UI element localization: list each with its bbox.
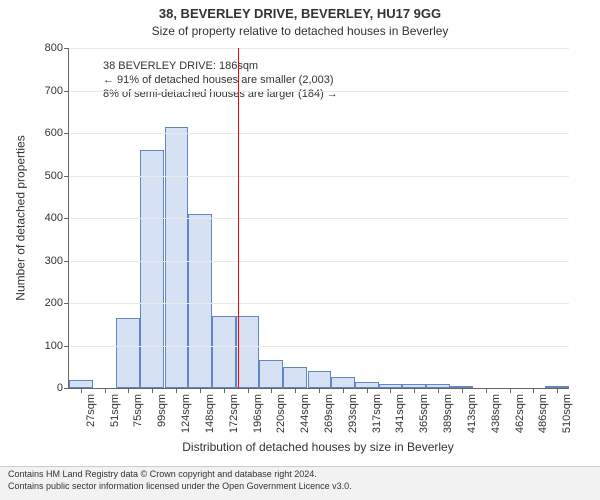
x-tick-label: 365sqm [418, 394, 430, 433]
histogram-bar [259, 360, 283, 388]
x-tick-label: 51sqm [109, 394, 121, 427]
y-tick-label: 0 [57, 382, 63, 394]
x-tick-label: 99sqm [156, 394, 168, 427]
x-axis-title: Distribution of detached houses by size … [68, 440, 568, 454]
annotation-line: 38 BEVERLEY DRIVE: 186sqm [103, 60, 338, 74]
y-tick-label: 300 [45, 255, 63, 267]
x-tick-label: 27sqm [85, 394, 97, 427]
x-tick [486, 388, 487, 393]
y-tick-label: 400 [45, 212, 63, 224]
x-tick-label: 124sqm [180, 394, 192, 433]
x-tick [510, 388, 511, 393]
y-tick [64, 388, 69, 389]
y-tick [64, 346, 69, 347]
x-tick [533, 388, 534, 393]
x-tick [462, 388, 463, 393]
y-tick-label: 100 [45, 340, 63, 352]
y-tick [64, 303, 69, 304]
y-gridline [69, 218, 569, 219]
x-tick [81, 388, 82, 393]
y-tick [64, 176, 69, 177]
x-tick-label: 196sqm [252, 394, 264, 433]
x-tick [271, 388, 272, 393]
x-tick [343, 388, 344, 393]
y-tick [64, 48, 69, 49]
x-tick-label: 341sqm [394, 394, 406, 433]
x-tick-label: 317sqm [371, 394, 383, 433]
y-tick [64, 133, 69, 134]
histogram-bar [116, 318, 140, 388]
annotation-box: 38 BEVERLEY DRIVE: 186sqm← 91% of detach… [103, 60, 338, 101]
x-tick-label: 244sqm [299, 394, 311, 433]
x-tick [557, 388, 558, 393]
x-tick-label: 486sqm [537, 394, 549, 433]
footer-line-2: Contains public sector information licen… [8, 481, 592, 493]
x-tick [438, 388, 439, 393]
chart-title-line1: 38, BEVERLEY DRIVE, BEVERLEY, HU17 9GG [0, 6, 600, 21]
x-tick [176, 388, 177, 393]
x-tick-label: 220sqm [275, 394, 287, 433]
x-tick-label: 438sqm [490, 394, 502, 433]
y-gridline [69, 303, 569, 304]
x-tick [414, 388, 415, 393]
x-tick-label: 269sqm [323, 394, 335, 433]
histogram-bar [140, 150, 164, 388]
y-tick-label: 800 [45, 42, 63, 54]
x-tick-label: 389sqm [442, 394, 454, 433]
y-tick-label: 700 [45, 85, 63, 97]
y-tick-label: 500 [45, 170, 63, 182]
x-tick [224, 388, 225, 393]
x-tick [367, 388, 368, 393]
y-axis-title: Number of detached properties [14, 48, 28, 388]
x-tick [128, 388, 129, 393]
chart-title-line2: Size of property relative to detached ho… [0, 24, 600, 38]
x-tick [200, 388, 201, 393]
x-tick-label: 293sqm [347, 394, 359, 433]
x-tick-label: 172sqm [228, 394, 240, 433]
x-tick [105, 388, 106, 393]
reference-line [238, 48, 239, 388]
histogram-bar [308, 371, 332, 388]
annotation-line: ← 91% of detached houses are smaller (2,… [103, 74, 338, 88]
y-gridline [69, 176, 569, 177]
histogram-bar [69, 380, 93, 389]
x-tick [319, 388, 320, 393]
y-gridline [69, 133, 569, 134]
histogram-bar [165, 127, 189, 388]
x-tick [248, 388, 249, 393]
x-tick-label: 510sqm [561, 394, 573, 433]
y-tick [64, 91, 69, 92]
histogram-bar [331, 377, 355, 388]
y-tick [64, 261, 69, 262]
histogram-bar [188, 214, 212, 388]
x-tick-label: 462sqm [514, 394, 526, 433]
y-gridline [69, 48, 569, 49]
x-tick [390, 388, 391, 393]
x-tick-label: 413sqm [466, 394, 478, 433]
y-tick-label: 200 [45, 297, 63, 309]
x-tick [152, 388, 153, 393]
histogram-bar [212, 316, 236, 388]
footer-line-1: Contains HM Land Registry data © Crown c… [8, 469, 592, 481]
y-gridline [69, 91, 569, 92]
x-tick-label: 148sqm [204, 394, 216, 433]
y-gridline [69, 261, 569, 262]
x-tick [295, 388, 296, 393]
y-gridline [69, 346, 569, 347]
histogram-bar [236, 316, 260, 388]
y-tick-label: 600 [45, 127, 63, 139]
x-tick-label: 75sqm [132, 394, 144, 427]
footer: Contains HM Land Registry data © Crown c… [0, 466, 600, 500]
histogram-bar [283, 367, 307, 388]
plot-area: 38 BEVERLEY DRIVE: 186sqm← 91% of detach… [68, 48, 569, 389]
chart-container: 38, BEVERLEY DRIVE, BEVERLEY, HU17 9GG S… [0, 0, 600, 500]
y-tick [64, 218, 69, 219]
